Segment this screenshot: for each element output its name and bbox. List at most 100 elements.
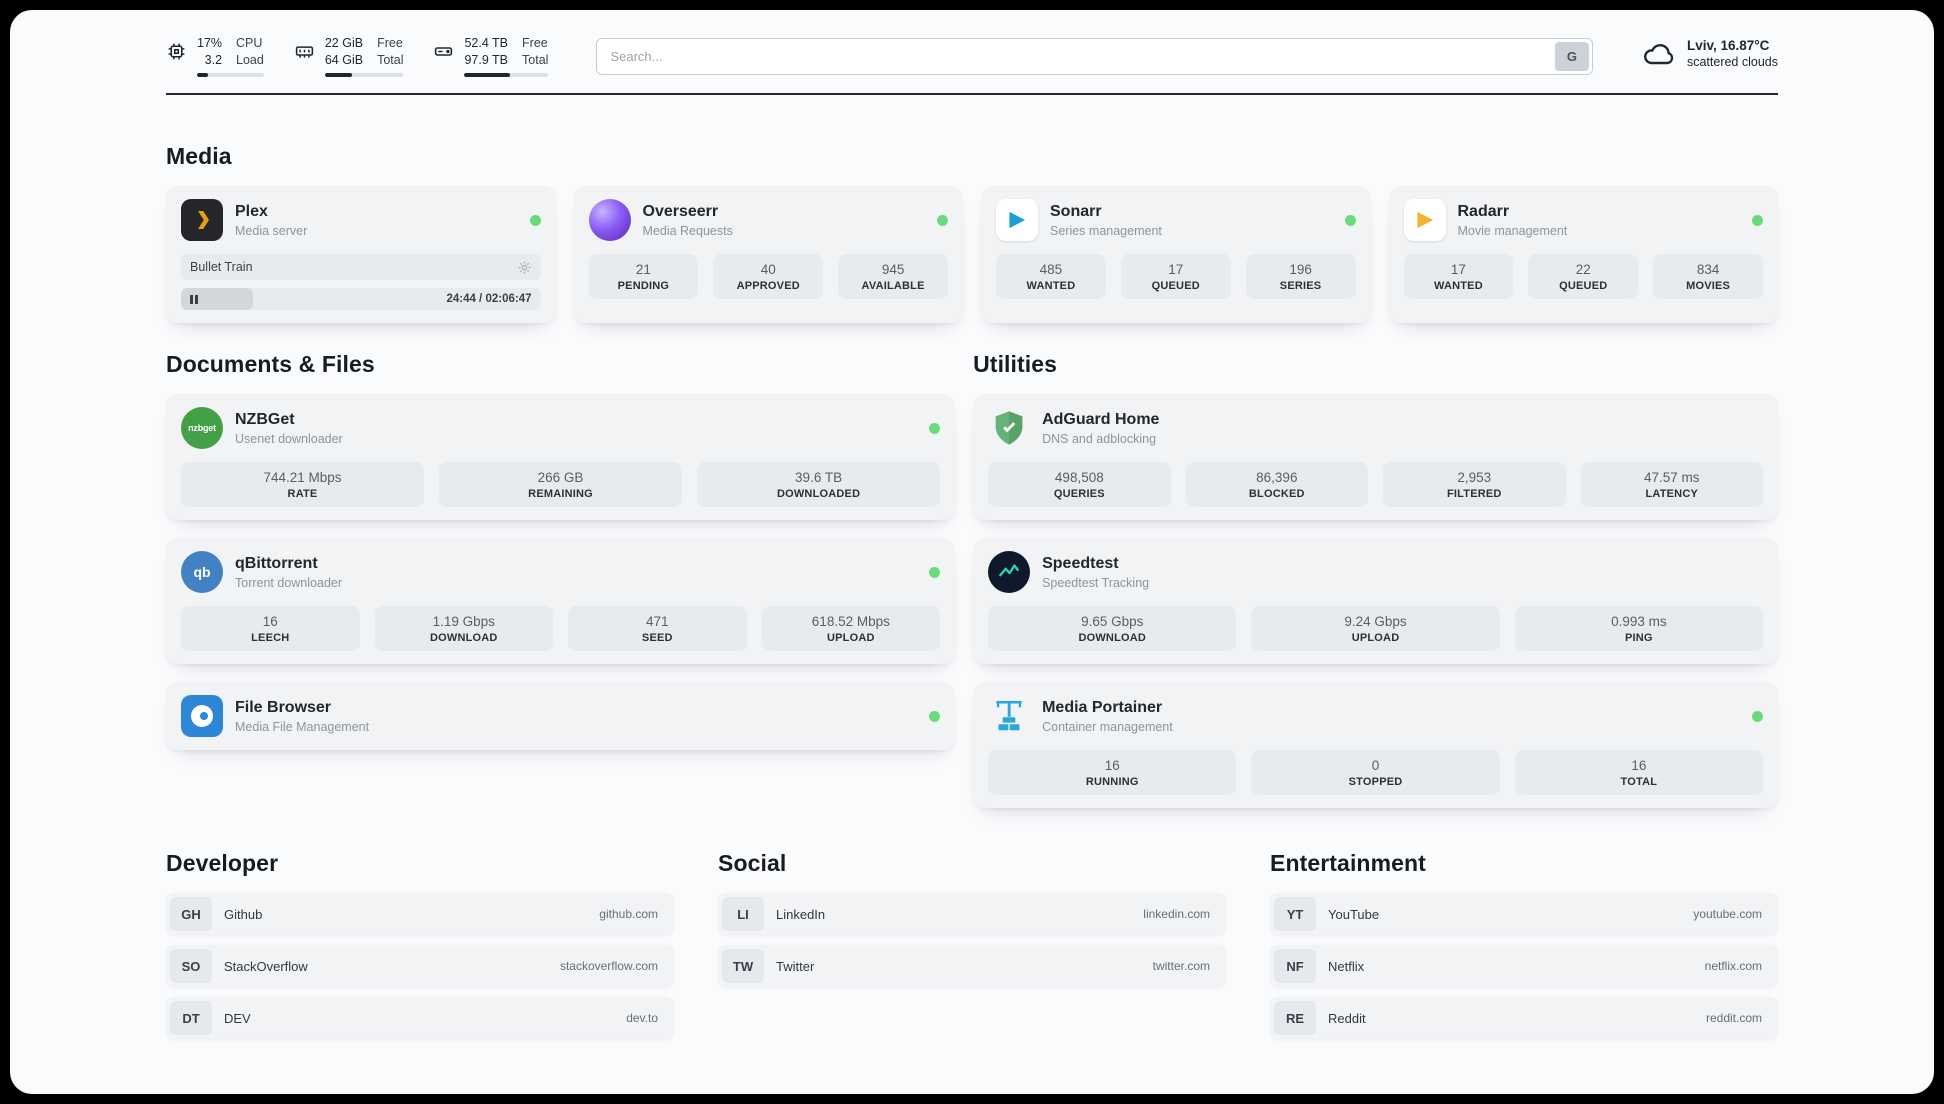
- section-title-media: Media: [166, 143, 232, 169]
- app-card-plex[interactable]: Plex Media server Bullet Train 24:44 / 0…: [166, 186, 556, 323]
- middle-columns: Documents & Files nzbget NZBGet Usenet d…: [166, 351, 1778, 808]
- section-title-utilities: Utilities: [973, 351, 1058, 377]
- app-card-adguard[interactable]: AdGuard Home DNS and adblocking 498,508 …: [973, 394, 1778, 520]
- status-online-dot: [1752, 214, 1763, 226]
- bookmark-linkedin[interactable]: LI LinkedIn linkedin.com: [718, 893, 1226, 935]
- app-card-speedtest[interactable]: Speedtest Speedtest Tracking 9.65 Gbps D…: [973, 538, 1778, 664]
- stat-downloaded: 39.6 TB DOWNLOADED: [697, 462, 941, 507]
- stat-download: 1.19 Gbps DOWNLOAD: [374, 606, 554, 651]
- app-meta: Plex Media server: [235, 203, 307, 238]
- bookmark-abbr: NF: [1274, 949, 1316, 983]
- app-card-nzbget[interactable]: nzbget NZBGet Usenet downloader 744.21 M…: [166, 394, 956, 520]
- stat-label: WANTED: [1026, 280, 1076, 292]
- bookmark-stackoverflow[interactable]: SO StackOverflow stackoverflow.com: [166, 945, 674, 987]
- gear-icon[interactable]: [517, 260, 532, 275]
- ram-progress-bar: [324, 73, 404, 77]
- stat-value: 86,396: [1256, 470, 1298, 485]
- bookmark-github[interactable]: GH Github github.com: [166, 893, 674, 935]
- stat-value: 16: [1104, 758, 1120, 773]
- ram-values: 22 GiB 64 GiB Free Total: [325, 36, 404, 67]
- stat-label: REMAINING: [528, 488, 593, 500]
- app-name: File Browser: [235, 698, 332, 716]
- bookmark-name: Github: [224, 906, 263, 922]
- app-meta: Speedtest Speedtest Tracking: [1042, 555, 1149, 590]
- stat-available: 945 AVAILABLE: [838, 254, 948, 299]
- bookmark-name: Twitter: [776, 958, 815, 974]
- app-description: Movie management: [1457, 223, 1568, 238]
- bookmark-netflix[interactable]: NF Netflix netflix.com: [1270, 945, 1778, 987]
- stat-rate: 744.21 Mbps RATE: [181, 462, 425, 507]
- cpu-progress-fill: [197, 73, 209, 77]
- cpu-icon: [166, 41, 187, 62]
- disk-free-value: 52.4 TB: [464, 36, 509, 50]
- section-title-social: Social: [718, 850, 787, 876]
- app-card-qbittorrent[interactable]: qb qBittorrent Torrent downloader 16 LEE…: [166, 538, 956, 664]
- stat-value: 1.19 Gbps: [432, 614, 495, 629]
- app-description: Media Requests: [642, 223, 733, 238]
- overseerr-icon: [588, 199, 631, 241]
- app-card-overseerr[interactable]: Overseerr Media Requests 21 PENDING 40 A…: [573, 186, 963, 323]
- search-engine-button[interactable]: G: [1554, 42, 1589, 71]
- bookmark-twitter[interactable]: TW Twitter twitter.com: [718, 945, 1226, 987]
- ram-progress-fill: [324, 73, 352, 77]
- bookmark-url: youtube.com: [1693, 907, 1762, 921]
- stat-approved: 40 APPROVED: [713, 254, 824, 299]
- ram-metric: 22 GiB 64 GiB Free Total: [294, 36, 404, 77]
- disk-progress-fill: [464, 73, 510, 77]
- stats-row: 9.65 Gbps DOWNLOAD 9.24 Gbps UPLOAD 0.99…: [988, 606, 1763, 651]
- ram-metric-body: 22 GiB 64 GiB Free Total: [324, 36, 404, 77]
- stat-label: PENDING: [617, 280, 670, 292]
- app-card-sonarr[interactable]: Sonarr Series management 485 WANTED 17 Q…: [981, 186, 1371, 323]
- bookmark-abbr: LI: [722, 897, 764, 931]
- status-online-dot: [937, 214, 948, 226]
- stat-queued: 22 QUEUED: [1528, 254, 1639, 299]
- stat-upload: 618.52 Mbps UPLOAD: [761, 606, 941, 651]
- stat-upload: 9.24 Gbps UPLOAD: [1251, 606, 1500, 651]
- app-meta: Media Portainer Container management: [1042, 699, 1173, 734]
- stat-value: 744.21 Mbps: [263, 470, 342, 485]
- app-meta: Radarr Movie management: [1458, 203, 1568, 238]
- stats-row: 744.21 Mbps RATE 266 GB REMAINING 39.6 T…: [181, 462, 941, 507]
- app-description: DNS and adblocking: [1042, 431, 1157, 446]
- bookmark-dev[interactable]: DT DEV dev.to: [166, 997, 674, 1039]
- pause-icon[interactable]: [190, 294, 198, 304]
- stat-label: DOWNLOAD: [1078, 632, 1147, 644]
- status-online-dot: [529, 214, 541, 226]
- plex-icon: [181, 199, 223, 241]
- app-name: Sonarr: [1050, 202, 1102, 220]
- app-meta: NZBGet Usenet downloader: [235, 411, 343, 446]
- stat-label: BLOCKED: [1248, 488, 1305, 500]
- stat-label: UPLOAD: [827, 632, 875, 644]
- card-header: Media Portainer Container management: [988, 695, 1763, 737]
- app-card-radarr[interactable]: Radarr Movie management 17 WANTED 22 QUE…: [1388, 186, 1778, 323]
- search-input[interactable]: [596, 38, 1593, 75]
- playback-progress-bar[interactable]: 24:44 / 02:06:47: [181, 288, 541, 310]
- app-description: Media server: [235, 223, 308, 238]
- status-online-dot: [929, 566, 941, 578]
- stat-label: DOWNLOAD: [429, 632, 498, 644]
- card-header: qb qBittorrent Torrent downloader: [181, 551, 941, 593]
- status-online-dot: [929, 710, 941, 722]
- app-card-portainer[interactable]: Media Portainer Container management 16 …: [973, 682, 1778, 808]
- disk-total-label: Total: [522, 53, 549, 67]
- card-header: Sonarr Series management: [996, 199, 1356, 241]
- app-name: Speedtest: [1042, 554, 1119, 572]
- cloud-icon: [1641, 39, 1677, 69]
- app-description: Speedtest Tracking: [1042, 575, 1150, 590]
- stat-label: SEED: [641, 632, 673, 644]
- search-bar: G: [596, 38, 1593, 75]
- stat-label: TOTAL: [1620, 776, 1658, 788]
- disk-metric: 52.4 TB 97.9 TB Free Total: [433, 36, 549, 77]
- cpu-metric: 17% 3.2 CPU Load: [166, 36, 264, 77]
- ram-icon: [294, 41, 315, 62]
- bookmark-youtube[interactable]: YT YouTube youtube.com: [1270, 893, 1778, 935]
- disk-free-label: Free: [522, 36, 548, 50]
- stats-row: 17 WANTED 22 QUEUED 834 MOVIES: [1403, 254, 1763, 299]
- bookmark-url: stackoverflow.com: [559, 959, 658, 973]
- stat-value: 9.65 Gbps: [1081, 614, 1144, 629]
- cpu-label: CPU: [236, 36, 263, 50]
- bookmark-reddit[interactable]: RE Reddit reddit.com: [1270, 997, 1778, 1039]
- stat-label: DOWNLOADED: [776, 488, 861, 500]
- bookmarks-section: Developer GH Github github.com SO StackO…: [166, 850, 1778, 1077]
- app-card-filebrowser[interactable]: File Browser Media File Management: [166, 682, 956, 750]
